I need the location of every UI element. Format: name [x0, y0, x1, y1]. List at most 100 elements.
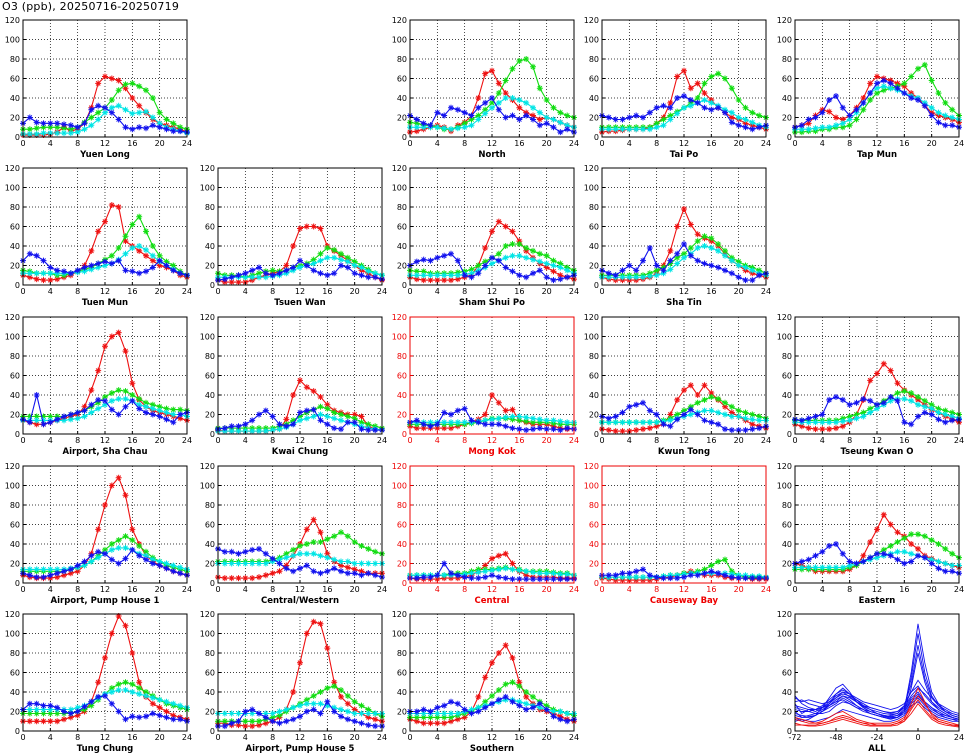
- series-marker: [136, 552, 143, 559]
- series-marker: [129, 546, 136, 553]
- series-marker: [413, 120, 420, 127]
- series-marker: [156, 704, 163, 711]
- x-tick-label: 20: [542, 733, 552, 742]
- y-tick-label: 80: [10, 352, 20, 361]
- series-marker: [949, 413, 956, 420]
- series-marker: [344, 413, 351, 420]
- series-marker: [701, 96, 708, 103]
- series-marker: [283, 554, 290, 561]
- series-marker: [427, 714, 434, 721]
- series-marker: [619, 267, 626, 274]
- x-tick-label: 12: [295, 436, 305, 445]
- series-marker: [853, 399, 860, 406]
- series-marker: [324, 536, 331, 543]
- y-tick-label: 20: [589, 411, 599, 420]
- series-marker: [495, 257, 502, 264]
- y-tick-label: 60: [205, 372, 215, 381]
- x-tick-label: 12: [679, 585, 689, 594]
- series-marker: [242, 560, 249, 567]
- series-marker: [26, 126, 33, 133]
- series-marker: [715, 70, 722, 77]
- series-marker: [798, 423, 805, 430]
- series-marker: [420, 421, 427, 428]
- series-marker: [756, 575, 763, 582]
- x-tick-label: 16: [127, 585, 137, 594]
- series-marker: [33, 417, 40, 424]
- series-marker: [509, 566, 516, 573]
- y-tick-label: 20: [782, 114, 792, 123]
- series-marker: [115, 681, 122, 688]
- series-marker: [489, 99, 495, 106]
- series-marker: [536, 122, 543, 129]
- series-marker: [235, 560, 242, 567]
- series-line-red: [794, 695, 960, 726]
- series-marker: [317, 689, 324, 695]
- series-marker: [448, 419, 454, 426]
- series-marker: [489, 700, 495, 707]
- series-marker: [235, 722, 242, 729]
- series-marker: [441, 714, 448, 721]
- series-marker: [163, 405, 170, 412]
- series-marker: [833, 564, 839, 571]
- series-marker: [122, 403, 129, 410]
- series-marker: [660, 575, 667, 582]
- series-marker: [908, 73, 915, 80]
- series-marker: [921, 102, 928, 109]
- y-tick-label: 20: [589, 560, 599, 569]
- series-marker: [358, 542, 365, 549]
- series-marker: [812, 125, 819, 132]
- series-marker: [102, 546, 108, 553]
- series-marker: [102, 397, 108, 404]
- series-marker: [95, 260, 102, 267]
- y-tick-label: 120: [392, 164, 407, 173]
- series-marker: [798, 122, 805, 129]
- series-marker: [427, 272, 434, 279]
- series-marker: [489, 104, 495, 111]
- series-marker: [303, 550, 310, 557]
- series-marker: [523, 693, 530, 700]
- series-marker: [26, 114, 33, 121]
- series-marker: [434, 254, 441, 261]
- x-tick-label: 0: [215, 287, 220, 296]
- x-tick-label: 4: [627, 287, 632, 296]
- series-marker: [557, 129, 564, 136]
- y-tick-label: 80: [782, 352, 792, 361]
- series-marker: [170, 716, 177, 723]
- series-marker: [303, 700, 310, 707]
- series-marker: [262, 572, 269, 579]
- series-marker: [47, 413, 54, 420]
- series-marker: [461, 272, 468, 279]
- series-marker: [143, 228, 149, 235]
- series-marker: [163, 116, 170, 123]
- series-marker: [619, 570, 626, 577]
- series-marker: [413, 425, 420, 432]
- series-marker: [543, 252, 550, 259]
- series-marker: [448, 570, 454, 577]
- series-marker: [482, 574, 489, 581]
- series-marker: [249, 560, 256, 567]
- series-marker: [674, 416, 681, 423]
- series-marker: [33, 276, 40, 283]
- series-marker: [317, 529, 324, 536]
- series-marker: [860, 409, 867, 416]
- series-marker: [461, 109, 468, 116]
- y-tick-label: 60: [782, 521, 792, 530]
- series-marker: [26, 419, 33, 426]
- x-tick-label: 16: [706, 436, 716, 445]
- series-marker: [949, 106, 956, 113]
- series-marker: [509, 425, 516, 432]
- x-tick-label: 20: [155, 287, 165, 296]
- y-tick-label: 0: [210, 281, 215, 290]
- series-marker: [921, 409, 928, 416]
- series-marker: [468, 112, 475, 119]
- series-marker: [681, 574, 687, 581]
- series-marker: [74, 409, 81, 416]
- series-marker: [317, 225, 324, 232]
- series-marker: [928, 77, 935, 84]
- series-marker: [177, 702, 184, 709]
- series-marker: [427, 708, 434, 715]
- series-marker: [163, 416, 170, 423]
- y-tick-label: 20: [782, 560, 792, 569]
